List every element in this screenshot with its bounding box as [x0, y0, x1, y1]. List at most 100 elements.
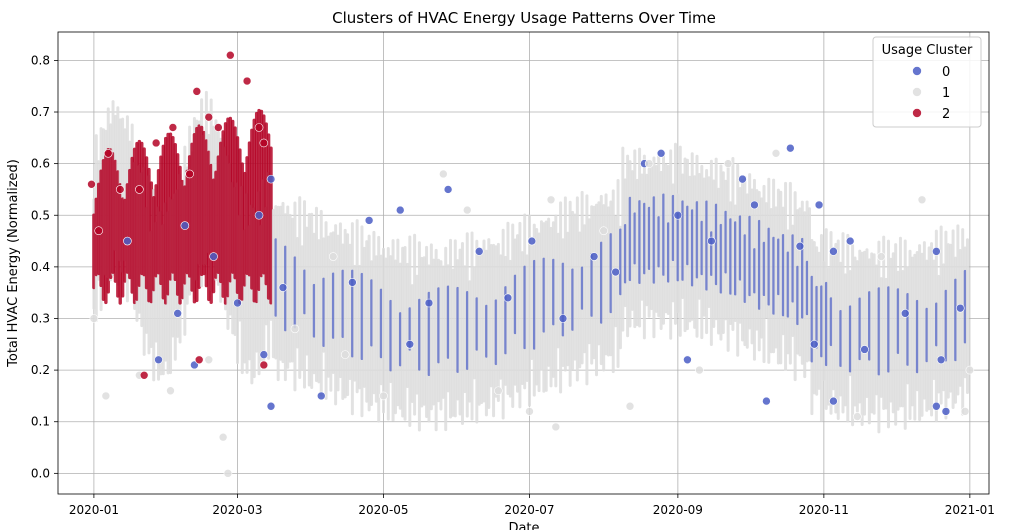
cluster-2-point [139, 370, 149, 380]
cluster-1-point [439, 169, 448, 179]
cluster-1-point [462, 205, 472, 215]
x-tick-label: 2020-03 [212, 503, 262, 517]
cluster-2-point [87, 179, 96, 189]
legend-title: Usage Cluster [882, 43, 973, 58]
x-tick-label: 2020-05 [358, 503, 408, 517]
cluster-1-point [599, 226, 608, 236]
cluster-1-point [695, 365, 704, 375]
cluster-1-point [328, 252, 338, 261]
y-axis-label: Total HVAC Energy (Normalized) [6, 159, 21, 368]
cluster-0-point [589, 252, 599, 261]
cluster-2-point [194, 355, 204, 365]
x-tick-label: 2021-01 [945, 503, 995, 517]
cluster-0-point [154, 355, 163, 365]
x-tick-label: 2020-11 [799, 503, 849, 517]
cluster-2-point [185, 169, 194, 179]
cluster-2-point [151, 138, 161, 148]
cluster-0-point [395, 205, 405, 215]
cluster-1-point [551, 422, 561, 432]
cluster-2-point [242, 76, 252, 86]
cluster-0-point [180, 221, 190, 230]
cluster-0-point [707, 236, 716, 246]
cluster-0-point [266, 401, 276, 411]
legend-marker-0 [912, 66, 922, 76]
cluster-0-point [900, 309, 910, 318]
cluster-0-point [786, 143, 795, 153]
x-axis-label: Date [508, 521, 539, 530]
y-tick-label: 0.1 [31, 415, 50, 429]
cluster-0-point [656, 149, 666, 158]
cluster-0-point [683, 355, 692, 365]
cluster-0-point [814, 200, 824, 210]
cluster-0-point [829, 247, 838, 256]
cluster-0-point [762, 396, 771, 406]
plot-area-frame [57, 31, 990, 495]
y-tick-label: 0.6 [31, 157, 50, 171]
cluster-2-point [115, 185, 125, 194]
cluster-0-point [611, 267, 620, 277]
cluster-1-point [223, 469, 233, 478]
y-tick-label: 0.2 [31, 363, 50, 377]
cluster-0-point [932, 401, 941, 411]
x-tick-label: 2020-09 [653, 503, 703, 517]
cluster-0-point [673, 210, 683, 220]
cluster-0-point [316, 391, 326, 401]
cluster-2-point [192, 87, 202, 96]
cluster-2-point [254, 123, 264, 132]
cluster-1-point [917, 195, 927, 205]
cluster-0-point [474, 247, 484, 256]
cluster-0-point [936, 355, 946, 365]
cluster-1-point [960, 407, 970, 416]
scatter-points [87, 50, 975, 478]
cluster-1-point [723, 159, 733, 168]
cluster-1-point [525, 407, 534, 416]
cluster-0-point [845, 236, 855, 246]
cluster-0-point [266, 174, 276, 184]
cluster-2-point [94, 226, 103, 236]
cluster-2-point [259, 138, 269, 148]
cluster-1-point [625, 401, 635, 411]
chart-title: Clusters of HVAC Energy Usage Patterns O… [332, 9, 716, 27]
cluster-1-point [340, 350, 350, 359]
cluster-0-point [443, 185, 453, 194]
cluster-0-point [860, 345, 869, 354]
cluster-0-point [348, 278, 357, 287]
cluster-2-point [259, 360, 269, 370]
cluster-1-point [204, 355, 214, 365]
cluster-0-point [558, 314, 568, 323]
legend-label-0: 0 [942, 65, 950, 80]
y-tick-label: 0.5 [31, 208, 50, 222]
cluster-1-point [379, 391, 388, 401]
y-tick-label: 0.4 [31, 260, 50, 274]
cluster-0-point [209, 252, 218, 261]
cluster-2-point [226, 50, 235, 60]
cluster-0-point [809, 340, 819, 349]
cluster-1-point [101, 391, 111, 401]
cluster-1-point [546, 195, 556, 205]
cluster-2-point [168, 123, 178, 132]
legend-label-1: 1 [942, 86, 950, 101]
cluster-0-point [424, 298, 434, 308]
cluster-0-point [173, 309, 182, 318]
cluster-2-point [204, 112, 214, 122]
y-axis-ticks: 0.0 0.1 0.2 0.3 0.4 0.5 0.6 0.7 0.8 [31, 53, 58, 480]
y-tick-label: 0.0 [31, 466, 50, 480]
x-tick-label: 2020-01 [69, 503, 119, 517]
cluster-0-point [795, 241, 805, 251]
y-tick-label: 0.3 [31, 311, 50, 325]
legend-box [872, 36, 982, 128]
cluster-1-point [494, 386, 503, 396]
cluster-0-point [503, 293, 513, 303]
cluster-0-point [364, 216, 374, 225]
legend-marker-1 [912, 87, 922, 97]
cluster-2-point [103, 149, 113, 158]
cluster-2-point [135, 185, 144, 194]
x-axis-ticks: 2020-01 2020-03 2020-05 2020-07 2020-09 2020-… [69, 494, 995, 517]
cluster-1-point [877, 252, 886, 261]
cluster-0-point [750, 200, 759, 210]
legend-marker-2 [912, 108, 922, 118]
cluster-1-point [290, 324, 300, 334]
cluster-0-point [123, 236, 132, 246]
cluster-0-point [955, 303, 965, 313]
